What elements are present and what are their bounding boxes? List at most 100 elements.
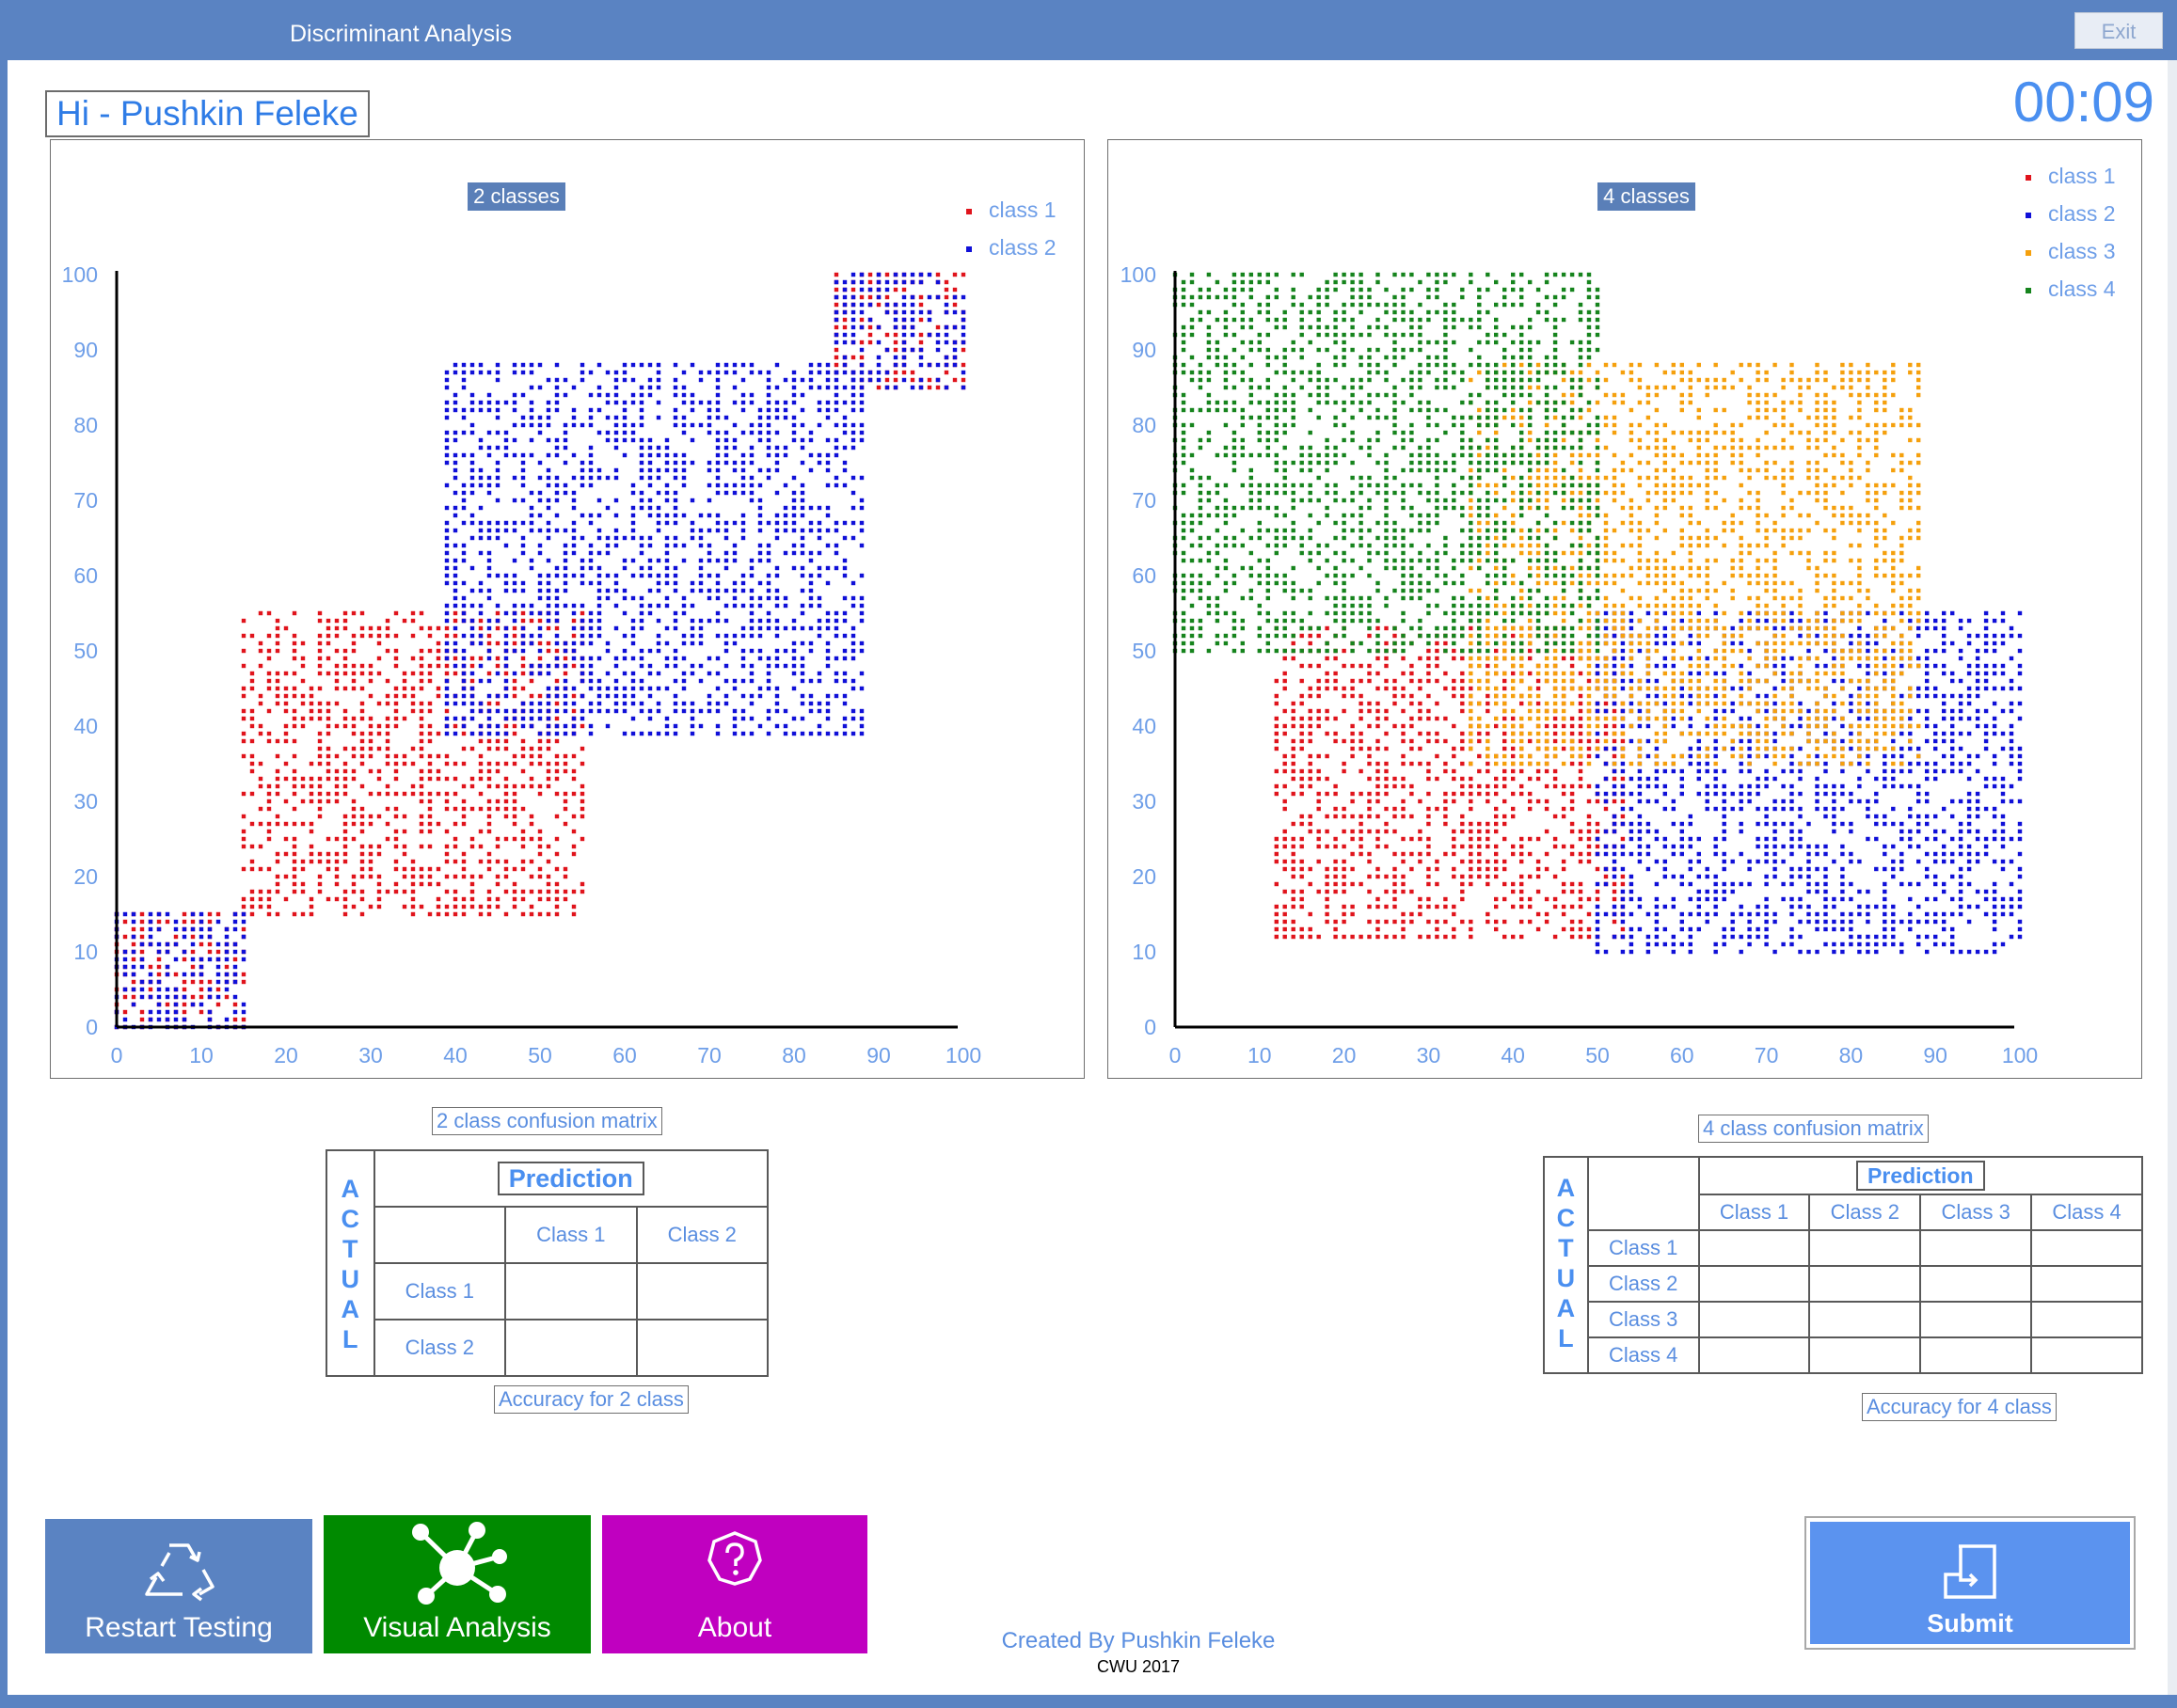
data-point: [529, 618, 534, 624]
data-point: [156, 926, 162, 932]
data-point: [664, 543, 670, 548]
data-point: [800, 588, 805, 593]
data-point: [402, 889, 407, 894]
data-point: [1705, 761, 1709, 767]
data-point: [1730, 889, 1735, 894]
data-point: [1942, 806, 1947, 812]
data-point: [232, 957, 238, 962]
data-point: [1705, 866, 1709, 872]
data-point: [800, 528, 805, 533]
data-point: [1883, 896, 1887, 902]
data-point: [486, 708, 492, 714]
data-point: [207, 941, 213, 947]
data-point: [639, 505, 644, 511]
data-point: [690, 663, 695, 669]
data-point: [207, 949, 213, 955]
data-point: [571, 844, 577, 849]
data-point: [850, 324, 856, 330]
data-point: [1460, 776, 1465, 782]
data-point: [444, 844, 450, 849]
data-point: [842, 595, 848, 601]
data-point: [1722, 896, 1726, 902]
data-point: [850, 377, 856, 383]
data-point: [918, 332, 924, 338]
data-point: [503, 761, 509, 767]
data-point: [563, 866, 568, 872]
data-point: [1764, 708, 1769, 714]
data-point: [571, 648, 577, 654]
data-point: [774, 701, 780, 706]
data-point: [800, 498, 805, 503]
data-point: [368, 693, 373, 699]
data-point: [1722, 851, 1726, 857]
data-point: [1739, 881, 1743, 887]
data-point: [1629, 911, 1634, 917]
data-point: [1528, 806, 1533, 812]
data-point: [715, 452, 721, 458]
data-point: [283, 701, 289, 706]
data-point: [241, 618, 246, 624]
data-point: [1367, 919, 1372, 925]
data-point: [1823, 881, 1828, 887]
data-point: [1367, 851, 1372, 857]
data-point: [740, 678, 746, 684]
data-point: [1392, 829, 1397, 834]
chart-4-classes: 0 10 20 30 40 50 60 70 80 90 100 0 10 20 30 40 50 60 70 80 9…: [1107, 139, 2142, 1079]
data-point: [707, 415, 712, 420]
data-point: [563, 437, 568, 443]
data-point: [1367, 889, 1372, 894]
data-point: [1342, 663, 1346, 669]
data-point: [1535, 776, 1541, 782]
data-point: [1950, 716, 1955, 721]
data-point: [1908, 761, 1913, 767]
data-point: [461, 407, 467, 413]
data-point: [1798, 919, 1803, 925]
data-point: [1925, 648, 1930, 654]
data-point: [546, 844, 551, 849]
data-point: [901, 287, 907, 293]
data-point: [1705, 783, 1709, 789]
data-point: [749, 603, 755, 609]
timer-display: 00:09: [2012, 71, 2154, 134]
data-point: [647, 475, 653, 481]
data-point: [554, 640, 560, 646]
data-point: [1823, 926, 1828, 932]
data-point: [842, 302, 848, 308]
data-point: [249, 911, 255, 917]
data-point: [1460, 896, 1465, 902]
data-point: [580, 746, 585, 751]
data-point: [1469, 874, 1473, 879]
data-point: [639, 543, 644, 548]
data-point: [859, 543, 865, 548]
data-point: [876, 272, 882, 277]
data-point: [351, 648, 357, 654]
data-point: [630, 558, 636, 563]
data-point: [1899, 829, 1904, 834]
data-point: [1333, 874, 1338, 879]
data-point: [1291, 791, 1295, 797]
data-point: [1426, 738, 1431, 744]
data-point: [453, 595, 458, 601]
data-point: [1950, 640, 1955, 646]
data-point: [334, 625, 340, 631]
data-point: [1535, 859, 1541, 864]
data-point: [698, 618, 704, 624]
data-point: [622, 588, 628, 593]
data-point: [588, 610, 594, 616]
data-point: [1645, 753, 1651, 759]
data-point: [732, 716, 738, 721]
data-point: [842, 678, 848, 684]
data-point: [529, 859, 534, 864]
data-point: [554, 881, 560, 887]
data-point: [478, 603, 484, 609]
data-point: [486, 896, 492, 902]
exit-button[interactable]: Exit: [2074, 12, 2163, 49]
data-point: [1494, 866, 1499, 872]
data-point: [1409, 889, 1414, 894]
data-point: [444, 543, 450, 548]
data-point: [266, 610, 272, 616]
data-point: [554, 723, 560, 729]
data-point: [241, 896, 246, 902]
data-point: [766, 678, 771, 684]
data-point: [1620, 648, 1626, 654]
